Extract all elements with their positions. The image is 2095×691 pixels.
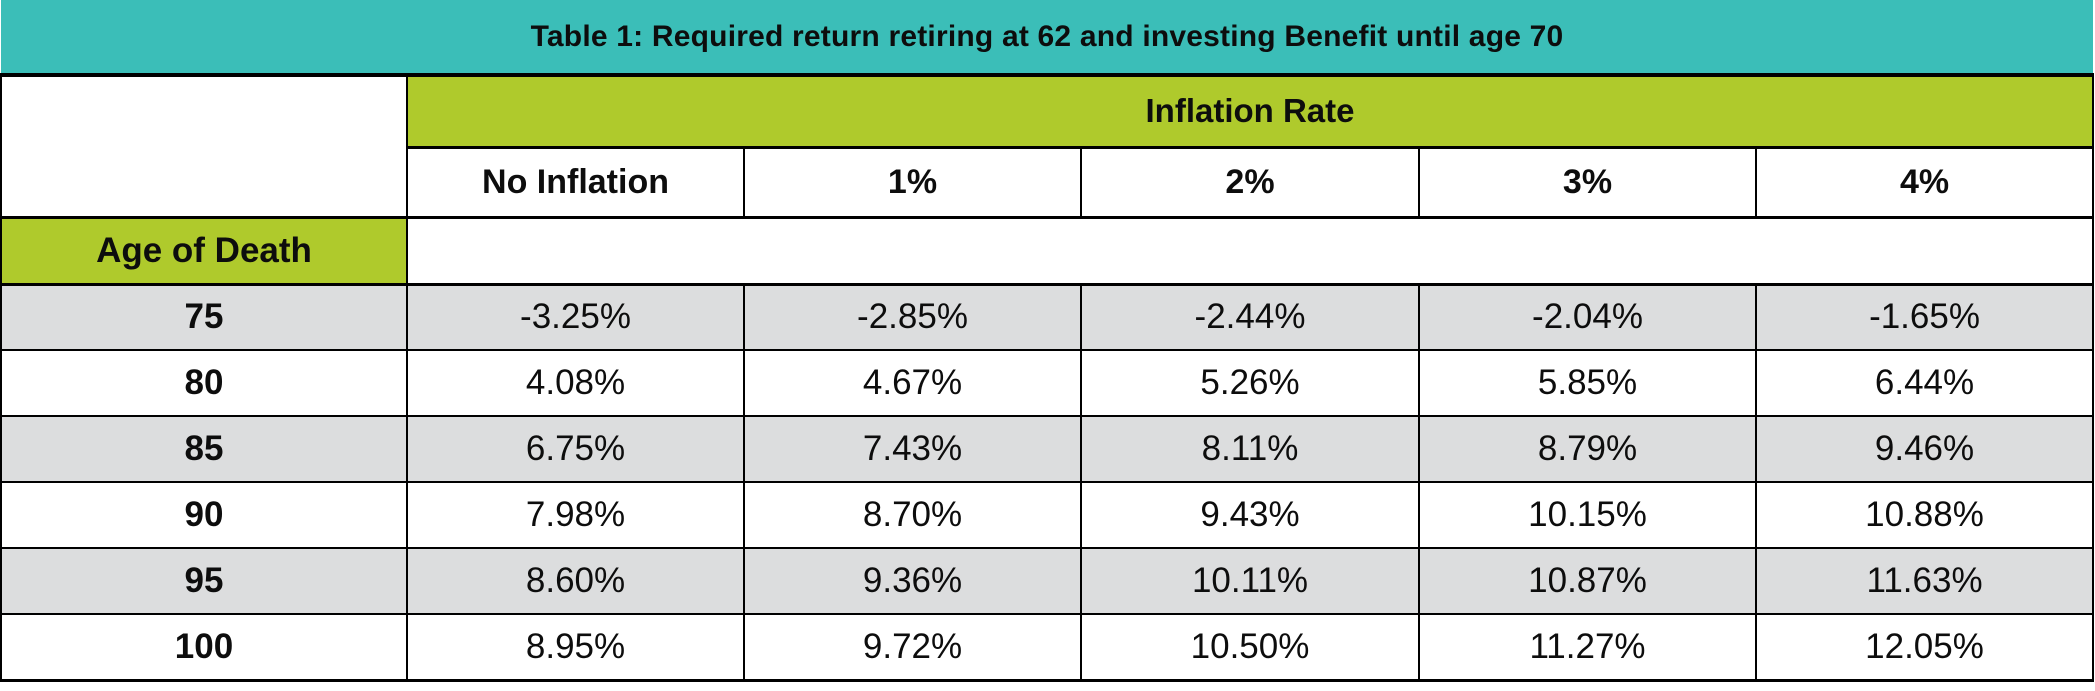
column-header-3pct: 3% <box>1418 146 1757 219</box>
table-row-age-80: 80 4.08% 4.67% 5.26% 5.85% 6.44% <box>0 349 2095 417</box>
value-cell: -1.65% <box>1754 283 2095 351</box>
value-cell: 8.79% <box>1418 415 1757 483</box>
value-cell: 8.70% <box>743 481 1082 549</box>
value-cell: 6.75% <box>406 415 745 483</box>
value-cell: -2.04% <box>1418 283 1757 351</box>
value-cell: 7.43% <box>743 415 1082 483</box>
column-header-2pct: 2% <box>1080 146 1420 219</box>
corner-cell <box>0 74 408 219</box>
column-header-row: No Inflation 1% 2% 3% 4% <box>1 146 2095 219</box>
value-cell: 8.95% <box>406 613 745 682</box>
table-title: Table 1: Required return retiring at 62 … <box>1 0 2094 77</box>
value-cell: 8.11% <box>1080 415 1420 483</box>
inflation-rate-header: Inflation Rate <box>405 74 2095 149</box>
column-header-no-inflation: No Inflation <box>406 146 745 219</box>
value-cell: 11.27% <box>1418 613 1757 682</box>
value-cell: 10.11% <box>1080 547 1420 615</box>
row-header-row: Age of Death <box>0 216 2095 286</box>
value-cell: -2.44% <box>1080 283 1420 351</box>
value-cell: 9.72% <box>743 613 1082 682</box>
value-cell: 8.60% <box>406 547 745 615</box>
row-label: 100 <box>0 613 408 682</box>
value-cell: 5.85% <box>1418 349 1757 417</box>
table-row-age-85: 85 6.75% 7.43% 8.11% 8.79% 9.46% <box>0 415 2095 483</box>
row-label: 85 <box>0 415 408 483</box>
value-cell: 7.98% <box>406 481 745 549</box>
value-cell: 11.63% <box>1754 547 2095 615</box>
value-cell: 12.05% <box>1754 613 2095 682</box>
table-row-age-90: 90 7.98% 8.70% 9.43% 10.15% 10.88% <box>0 481 2095 549</box>
value-cell: 10.15% <box>1418 481 1757 549</box>
value-cell: 5.26% <box>1080 349 1420 417</box>
table-row-age-95: 95 8.60% 9.36% 10.11% 10.87% 11.63% <box>0 547 2095 615</box>
value-cell: 9.46% <box>1754 415 2095 483</box>
group-header-row: Inflation Rate <box>0 74 2095 219</box>
blank-cell <box>405 216 2095 286</box>
title-row: Table 1: Required return retiring at 62 … <box>1 0 2094 77</box>
value-cell: -2.85% <box>743 283 1082 351</box>
value-cell: 10.88% <box>1754 481 2095 549</box>
row-label: 75 <box>0 283 408 351</box>
value-cell: 10.50% <box>1080 613 1420 682</box>
table-row-age-75: 75 -3.25% -2.85% -2.44% -2.04% -1.65% <box>0 283 2095 351</box>
value-cell: 10.87% <box>1418 547 1757 615</box>
table-row-age-100: 100 8.95% 9.72% 10.50% 11.27% 12.05% <box>0 613 2095 682</box>
value-cell: 4.08% <box>406 349 745 417</box>
value-cell: 9.36% <box>743 547 1082 615</box>
value-cell: -3.25% <box>406 283 745 351</box>
age-of-death-header: Age of Death <box>0 216 408 286</box>
column-header-4pct: 4% <box>1754 146 2095 219</box>
value-cell: 9.43% <box>1080 481 1420 549</box>
column-header-1pct: 1% <box>743 146 1082 219</box>
row-label: 95 <box>0 547 408 615</box>
value-cell: 6.44% <box>1754 349 2095 417</box>
row-label: 90 <box>0 481 408 549</box>
value-cell: 4.67% <box>743 349 1082 417</box>
row-label: 80 <box>0 349 408 417</box>
